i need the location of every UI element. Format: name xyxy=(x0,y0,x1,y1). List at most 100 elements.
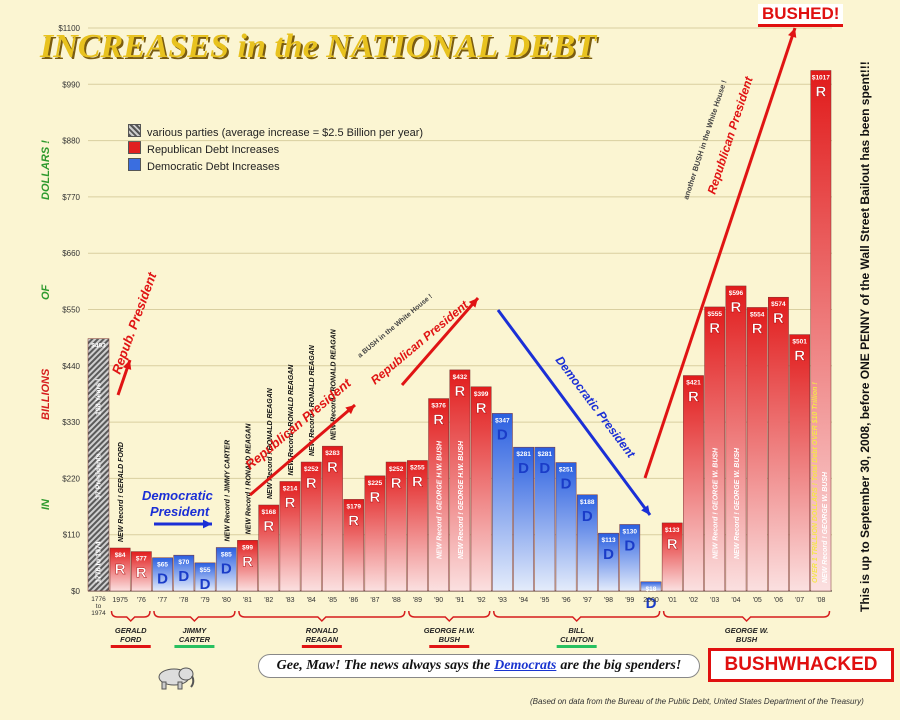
data-label: $77 xyxy=(136,556,147,563)
side-note: This is up to September 30, 2008, before… xyxy=(858,61,872,612)
bar xyxy=(683,375,704,592)
bar xyxy=(279,481,301,592)
bar xyxy=(746,307,768,592)
bar-note: NEW Record ! GEORGE W. BUSH xyxy=(713,447,720,559)
bushed-label: BUSHED! xyxy=(758,4,844,27)
legend-label: Democratic Debt Increases xyxy=(147,161,280,173)
arrow-dem-2-head xyxy=(641,505,650,515)
arrow-repub-1-head xyxy=(122,360,132,370)
party-letter: D xyxy=(561,476,572,493)
x-tick-label: '95 xyxy=(540,597,549,604)
legend-item-republican: Republican Debt Increases xyxy=(128,141,423,158)
party-letter: R xyxy=(306,475,317,492)
x-tick-label: '94 xyxy=(519,597,528,604)
bar xyxy=(789,334,811,592)
president-underline xyxy=(174,645,215,648)
data-label: $84 xyxy=(115,552,126,559)
president-underline xyxy=(301,645,342,648)
x-tick-label: '88 xyxy=(392,597,401,604)
x-tick-label: '06 xyxy=(774,597,783,604)
bar xyxy=(152,557,173,592)
bar xyxy=(449,369,471,592)
x-tick-label: '01 xyxy=(668,597,677,604)
bar xyxy=(768,296,789,592)
president-label: GEORGE H.W. xyxy=(424,626,475,635)
x-tick-label: '02 xyxy=(689,597,698,604)
bar-note: 1776 to 1974 xyxy=(96,541,103,583)
speech-text-before: Gee, Maw! The news always says the xyxy=(276,658,491,673)
speech-text-after: are the big spenders! xyxy=(560,658,682,673)
bar xyxy=(87,338,110,592)
bar xyxy=(619,524,641,592)
party-letter: D xyxy=(178,568,189,585)
president-label: FORD xyxy=(120,635,142,644)
arrow-label-dem-1: Democratic xyxy=(142,488,214,503)
x-tick-label: '99 xyxy=(625,597,634,604)
president-label: GEORGE W. xyxy=(725,626,769,635)
bar-note: 37 Presidents + xyxy=(96,447,103,499)
president-label: CLINTON xyxy=(560,635,594,644)
bar xyxy=(576,494,598,592)
chart-title: INCREASES in the NATIONAL DEBT xyxy=(40,28,597,65)
bar xyxy=(109,547,131,592)
data-label: $554 xyxy=(750,311,765,318)
president-label: BILL xyxy=(568,626,585,635)
party-letter: R xyxy=(242,553,253,570)
y-tick-label: $880 xyxy=(62,137,80,146)
bar-note: NEW Record ! GEORGE H.W. BUSH xyxy=(458,440,465,559)
legend-label: Republican Debt Increases xyxy=(147,144,280,156)
bar-note: NEW Record ! GEORGE W. BUSH xyxy=(734,447,741,559)
x-tick-label: '87 xyxy=(370,597,379,604)
bushwhacked-label: BUSHWHACKED xyxy=(708,648,894,682)
bar-note: NEW Record ! GEORGE H.W. BUSH xyxy=(437,440,444,559)
party-letter: R xyxy=(285,494,296,511)
data-label: $99 xyxy=(242,544,253,551)
arrow-label-dem-1b: President xyxy=(150,504,210,519)
x-tick-label: '89 xyxy=(413,597,422,604)
president-bracket xyxy=(238,610,406,623)
party-letter: R xyxy=(752,320,763,337)
data-label: $347 xyxy=(495,417,510,424)
bar-note: NEW Record ! JIMMY CARTER xyxy=(224,440,231,542)
x-tick-label: to xyxy=(96,603,102,610)
bar-note: NEW Record ! RONALD REAGAN xyxy=(246,423,253,535)
y-tick-label: $220 xyxy=(62,474,80,483)
data-label: $168 xyxy=(262,509,277,516)
arrow-repub-2-head xyxy=(345,405,355,415)
party-letter: D xyxy=(582,508,593,525)
data-label: $399 xyxy=(474,391,489,398)
bar xyxy=(258,504,280,592)
data-label: $214 xyxy=(283,485,298,492)
data-label: $85 xyxy=(221,551,232,558)
data-label: $596 xyxy=(729,290,744,297)
data-label: $1017 xyxy=(812,74,830,81)
y-tick-label: $440 xyxy=(62,362,80,371)
x-tick-label: 1975 xyxy=(112,597,128,604)
y-tick-label: $0 xyxy=(71,587,80,596)
bar xyxy=(534,446,556,592)
bar xyxy=(704,306,726,592)
x-tick-label: '08 xyxy=(816,597,825,604)
party-letter: R xyxy=(327,459,338,476)
arrow-repub-3-head xyxy=(468,298,478,308)
data-label: $281 xyxy=(538,451,553,458)
x-tick-label: '91 xyxy=(455,597,464,604)
bar xyxy=(215,547,237,592)
x-tick-label: '90 xyxy=(434,597,443,604)
data-label: $70 xyxy=(178,559,189,566)
data-label: $18 xyxy=(646,586,657,593)
x-tick-label: '77 xyxy=(158,597,167,604)
arrow-repub-4-head xyxy=(788,28,797,38)
bar xyxy=(385,461,407,592)
x-tick-label: '04 xyxy=(731,597,740,604)
x-tick-label: '05 xyxy=(753,597,762,604)
data-label: $283 xyxy=(325,450,340,457)
y-tick-label: $110 xyxy=(63,531,81,540)
president-bracket xyxy=(153,610,236,623)
party-letter: R xyxy=(731,299,742,316)
x-tick-label: '80 xyxy=(222,597,231,604)
data-label: $421 xyxy=(686,380,701,387)
president-label: JIMMY xyxy=(183,626,208,635)
party-letter: R xyxy=(454,383,465,400)
